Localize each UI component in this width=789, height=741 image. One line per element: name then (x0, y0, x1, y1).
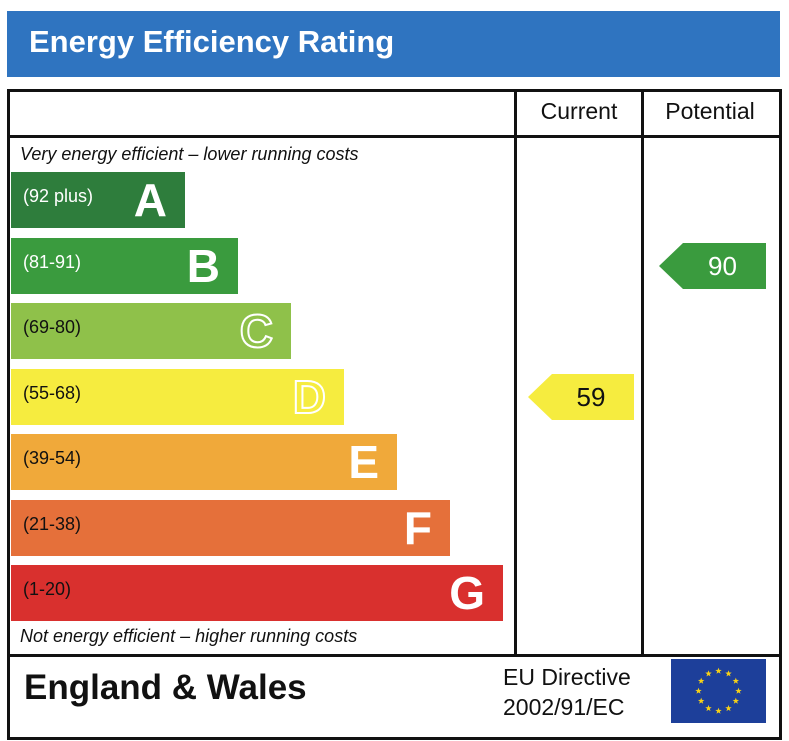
eu-star-icon (732, 697, 740, 704)
eu-star-icon (715, 667, 722, 674)
footer-divider (7, 654, 779, 657)
eu-star-icon (725, 670, 732, 677)
eu-star-icon (697, 697, 705, 704)
header-divider (7, 135, 779, 138)
page-title: Energy Efficiency Rating (29, 24, 395, 59)
band-e: (39-54) E (11, 434, 397, 490)
current-rating-value: 59 (576, 381, 606, 412)
region-label: England & Wales (24, 668, 307, 707)
band-letter: G (449, 567, 485, 619)
band-range-label: (39-54) (23, 448, 82, 468)
band-letter: A (133, 174, 167, 226)
eu-star-icon (715, 707, 722, 714)
rating-frame (7, 89, 782, 740)
current-arrow-shape (528, 373, 634, 420)
eu-directive-line2: 2002/91/EC (503, 694, 625, 720)
eu-star-icon (732, 677, 740, 684)
eu-star-icon (705, 704, 712, 712)
potential-rating-arrow: 90 (659, 242, 766, 289)
column-header-potential: Potential (665, 98, 755, 124)
eu-star-icon (697, 677, 705, 684)
band-f: (21-38) F (11, 499, 450, 556)
band-range-label: (81-91) (23, 251, 82, 272)
potential-rating-value: 90 (708, 250, 737, 281)
eu-star-icon (695, 687, 702, 694)
band-range-label: (55-68) (23, 382, 82, 403)
eu-directive-line1: EU Directive (503, 664, 631, 690)
band-range-label: (21-38) (23, 513, 82, 534)
eu-star-icon (705, 670, 712, 677)
band-g: (1-20) G (11, 565, 503, 621)
band-d: (55-68) D (11, 368, 344, 425)
band-range-label: (92 plus) (23, 186, 94, 206)
column-header-current: Current (540, 98, 618, 124)
band-letter: E (348, 436, 379, 488)
band-b: (81-91) B (11, 237, 238, 294)
caption-not-efficient: Not energy efficient – higher running co… (20, 626, 358, 646)
band-range-label: (69-80) (23, 317, 82, 337)
band-letter: D (292, 370, 327, 424)
potential-arrow-shape (659, 242, 766, 289)
band-a: (92 plus) A (11, 172, 185, 228)
eu-directive: EU Directive 2002/91/EC (503, 662, 631, 722)
caption-very-efficient: Very energy efficient – lower running co… (20, 144, 359, 164)
title-bar: Energy Efficiency Rating (7, 11, 780, 77)
band-letter: B (186, 239, 220, 292)
current-rating-arrow: 59 (528, 373, 634, 420)
band-range-label: (1-20) (23, 579, 72, 599)
eu-flag-icon (671, 659, 766, 723)
column-divider-potential (641, 89, 644, 657)
column-divider-current (514, 89, 517, 657)
eu-star-icon (735, 687, 742, 694)
band-letter: F (403, 501, 432, 554)
band-letter: C (239, 304, 274, 358)
band-c: (69-80) C (11, 303, 291, 359)
eu-star-icon (725, 704, 732, 712)
